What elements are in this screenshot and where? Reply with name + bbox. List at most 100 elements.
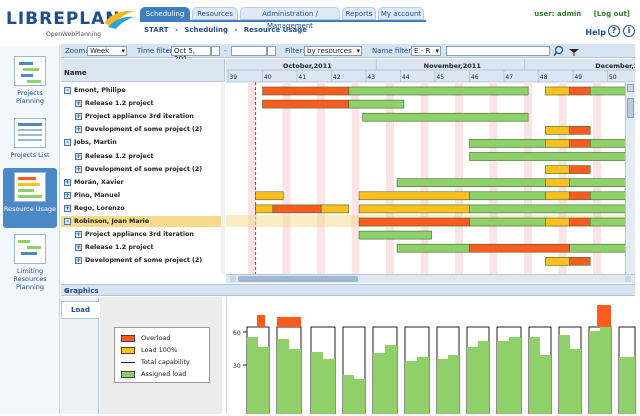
horizontal-scrollbar[interactable]: [226, 274, 635, 283]
week-label: 49: [574, 74, 582, 81]
list-row[interactable]: + Development of some project (2): [61, 124, 224, 135]
tab-scheduling[interactable]: Scheduling: [140, 7, 190, 20]
tab-resources[interactable]: Resources: [192, 7, 238, 20]
help-icon[interactable]: ?: [608, 25, 620, 37]
list-row[interactable]: + Pino, Manuel: [61, 190, 224, 201]
scroll-thumb[interactable]: [627, 98, 634, 118]
zoom-label: Zoom:: [65, 47, 88, 55]
load-bar-assigned: [469, 152, 629, 161]
search-icon[interactable]: [553, 45, 565, 57]
logout-link[interactable]: [Log out]: [593, 10, 630, 18]
graphics-title: Graphics: [64, 287, 99, 295]
expand-icon[interactable]: +: [64, 191, 71, 199]
capability-swatch: [121, 361, 135, 363]
zoom-select[interactable]: Week: [87, 46, 127, 56]
list-row[interactable]: - Robinson, Joan Marie: [61, 216, 224, 227]
logo[interactable]: LIBREPLAN OpenWebPlanning: [6, 5, 136, 39]
list-row[interactable]: + Morán, Xavier: [61, 177, 224, 188]
tab-load[interactable]: Load: [61, 301, 99, 319]
load-bar-assigned: [589, 217, 629, 227]
splitter[interactable]: [221, 83, 225, 274]
expand-icon[interactable]: +: [75, 100, 82, 108]
sidebar-item-projects-planning[interactable]: Projects Planning: [3, 56, 57, 105]
load-bar-assigned: [569, 178, 629, 187]
info-icon[interactable]: i: [623, 25, 635, 37]
expand-icon[interactable]: +: [75, 126, 82, 134]
resource-usage-icon: [14, 172, 46, 202]
filter-toolbar: Zoom: Week Time filter: Oct 5, 201 - Fil…: [61, 44, 635, 63]
legend-area: Overload Load 100% Total capability Assi…: [100, 297, 222, 414]
tab-administration[interactable]: Administration / Management: [240, 7, 340, 30]
expand-icon[interactable]: +: [75, 152, 82, 160]
assigned-load-area: [311, 352, 323, 414]
assigned-load-area: [385, 345, 397, 414]
week-label: 43: [367, 74, 375, 81]
calendar-icon[interactable]: [267, 46, 276, 56]
list-row[interactable]: - Jobs, Martin: [61, 137, 224, 148]
list-row[interactable]: + Rego, Lorenzo: [61, 203, 224, 214]
sidebar-item-limiting-resources[interactable]: Limiting Resources Planning: [3, 234, 57, 291]
list-row[interactable]: - Emont, Philipe: [61, 85, 224, 96]
list-row[interactable]: + Project appliance 3rd iteration: [61, 229, 224, 240]
load-bar-load100: [545, 217, 570, 227]
load-graph: 60 30: [226, 297, 636, 415]
breadcrumb-start[interactable]: START: [144, 26, 169, 34]
scroll-up-icon[interactable]: [627, 84, 634, 92]
list-row[interactable]: + Project appliance 3rd iteration: [61, 111, 224, 122]
help-link[interactable]: Help: [585, 28, 606, 37]
assigned-load-area: [289, 349, 301, 414]
graphics-header[interactable]: Graphics «: [61, 284, 635, 296]
list-row[interactable]: + Release 1.2 project: [61, 151, 224, 162]
assigned-load-area: [437, 359, 448, 414]
vertical-scrollbar[interactable]: [625, 82, 635, 274]
tab-reports[interactable]: Reports: [342, 7, 376, 20]
collapse-icon[interactable]: -: [64, 87, 71, 94]
breadcrumb-scheduling[interactable]: Scheduling: [184, 26, 229, 34]
time-filter-from-input[interactable]: Oct 5, 201: [171, 46, 211, 63]
filter-select[interactable]: by resources: [304, 46, 362, 56]
expand-icon[interactable]: +: [75, 113, 82, 121]
list-row[interactable]: + Development of some project (2): [61, 255, 224, 266]
load-bar-overload: [469, 243, 570, 253]
load-bar-assigned: [589, 191, 629, 201]
user-name: user: admin: [534, 10, 582, 18]
legend: Overload Load 100% Total capability Assi…: [114, 327, 210, 383]
expand-icon[interactable]: +: [64, 178, 71, 186]
sidebar-item-resource-usage[interactable]: Resource Usage: [3, 168, 57, 228]
search-input[interactable]: [446, 46, 550, 56]
load-bar-overload: [358, 217, 470, 227]
expand-icon[interactable]: +: [75, 244, 82, 252]
sidebar-label: Limiting Resources Planning: [13, 267, 47, 291]
row-label: Development of some project (2): [85, 165, 203, 173]
row-label: Release 1.2 project: [85, 152, 154, 160]
name-column-header[interactable]: Name: [64, 69, 87, 77]
overload-area: [597, 305, 611, 327]
scroll-left-icon[interactable]: [230, 276, 236, 282]
legend-overload: Overload: [121, 334, 171, 344]
sidebar-item-projects-list[interactable]: Projects List: [3, 118, 57, 159]
list-row[interactable]: + Release 1.2 project: [61, 242, 224, 253]
month-label: November,2011: [424, 62, 482, 70]
list-row[interactable]: + Release 1.2 project: [61, 98, 224, 109]
load-bar-load100: [255, 191, 284, 201]
tab-my-account[interactable]: My account: [378, 7, 424, 20]
row-label: Development of some project (2): [85, 257, 203, 265]
collapse-icon[interactable]: «: [64, 286, 70, 295]
scroll-thumb[interactable]: [238, 276, 358, 282]
expand-icon[interactable]: +: [75, 231, 82, 239]
time-filter-to-input[interactable]: [231, 46, 267, 56]
week-label: 50: [609, 74, 617, 81]
collapse-icon[interactable]: -: [64, 218, 71, 225]
calendar-icon[interactable]: [211, 46, 220, 56]
expand-icon[interactable]: +: [64, 204, 71, 212]
options-icon[interactable]: [568, 45, 580, 57]
expand-icon[interactable]: +: [75, 257, 82, 265]
name-filter-select[interactable]: E - R: [411, 46, 441, 56]
collapse-icon[interactable]: -: [64, 139, 71, 147]
legend-load100: Load 100%: [121, 346, 177, 356]
list-row[interactable]: + Development of some project (2): [61, 164, 224, 175]
expand-icon[interactable]: +: [75, 165, 82, 173]
load-bar-assigned: [362, 112, 529, 122]
load-bar-overload: [569, 257, 591, 266]
scroll-right-icon[interactable]: [625, 276, 631, 282]
